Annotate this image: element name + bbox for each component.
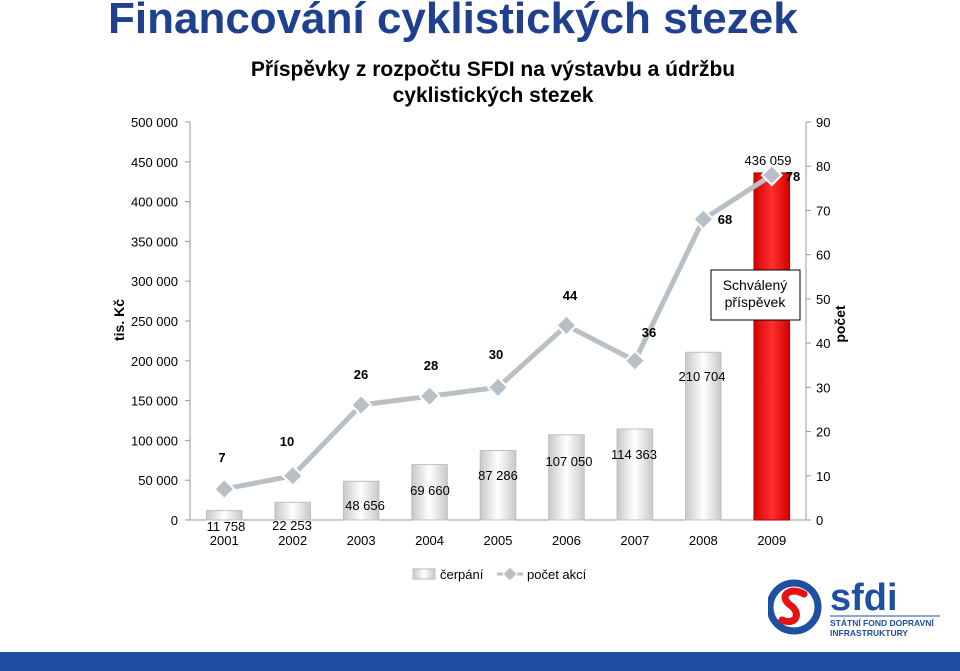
x-tick-label: 2003 [347, 533, 376, 548]
bar-2008 [685, 351, 722, 521]
bar-value-label: 22 253 [272, 518, 312, 533]
y-tick-label: 200 000 [131, 354, 178, 369]
y2-tick-label: 90 [816, 115, 830, 130]
y2-tick-label: 60 [816, 248, 830, 263]
annotation-line-2: příspěvek [725, 294, 787, 310]
y2-tick-label: 70 [816, 203, 830, 218]
x-tick-label: 2008 [689, 533, 718, 548]
y2-tick-label: 30 [816, 380, 830, 395]
y2-tick-label: 40 [816, 336, 830, 351]
bar-value-label: 11 758 [207, 519, 246, 534]
line-value-label: 26 [354, 367, 368, 382]
line-point-2004 [418, 384, 441, 408]
y-tick-label: 400 000 [131, 195, 178, 210]
line-point-2009 [760, 163, 784, 187]
slide-title: Financování cyklistických stezek [108, 0, 798, 43]
logo-subtitle-line-2: INFRASTRUKTURY [830, 628, 908, 638]
annotation-box [710, 269, 801, 321]
x-tick-label: 2002 [278, 533, 307, 548]
y-tick-label: 500 000 [131, 115, 178, 130]
y2-tick-label: 80 [816, 159, 830, 174]
y2-tick-label: 50 [816, 292, 830, 307]
logo-name: sfdi [830, 577, 898, 619]
legend-swatch-marker [502, 566, 518, 582]
logo-subtitle-line-1: STÁTNÍ FOND DOPRAVNÍ [830, 618, 934, 628]
line-value-label: 78 [786, 169, 800, 184]
line-point-2003 [349, 393, 373, 417]
bar-value-label: 114 363 [611, 447, 657, 462]
y-tick-label: 150 000 [131, 394, 178, 409]
line-value-label: 36 [642, 325, 656, 340]
bar-value-label: 87 286 [478, 468, 518, 483]
x-tick-label: 2005 [484, 533, 513, 548]
line-point-2006 [555, 314, 578, 337]
chart-title-line-1: Příspěvky z rozpočtu SFDI na výstavbu a … [251, 58, 735, 81]
line-value-label: 44 [563, 288, 578, 303]
y2-tick-label: 10 [816, 469, 830, 484]
y-tick-label: 100 000 [131, 433, 178, 448]
bar-value-label: 210 704 [679, 369, 726, 384]
sfdi-s-icon [768, 579, 822, 635]
y2-tick-label: 0 [816, 513, 823, 528]
line-point-2002 [281, 464, 304, 488]
bar-2005 [479, 450, 517, 521]
legend-swatch-bar [412, 568, 436, 580]
bar-2002 [274, 501, 311, 521]
footer-bar [0, 652, 960, 671]
bar-2001 [205, 510, 243, 521]
line-value-label: 30 [489, 347, 503, 362]
x-tick-label: 2004 [415, 533, 444, 548]
legend-label-bar: čerpání [440, 567, 484, 582]
legend-label-line: počet akcí [527, 567, 587, 582]
line-point-2007 [623, 349, 647, 373]
annotation-line-1: Schválený [723, 277, 788, 293]
y-tick-label: 0 [171, 513, 178, 528]
y-tick-label: 450 000 [131, 155, 178, 170]
x-tick-label: 2007 [620, 533, 649, 548]
y-tick-label: 50 000 [138, 473, 178, 488]
line-point-2005 [486, 376, 510, 399]
chart-title-line-2: cyklistických stezek [393, 84, 594, 107]
bar-2003 [342, 480, 380, 521]
bar-2007 [616, 428, 654, 521]
line-value-label: 28 [424, 358, 438, 373]
y2-tick-label: 20 [816, 425, 830, 440]
legend: čerpání počet akcí [412, 566, 587, 582]
bar-line-chart: Příspěvky z rozpočtu SFDI na výstavbu a … [111, 58, 848, 582]
bar-2004 [411, 464, 448, 521]
y-tick-label: 350 000 [131, 234, 178, 249]
line-value-label: 10 [280, 434, 294, 449]
x-tick-label: 2006 [552, 533, 581, 548]
annotation-callout: Schválený příspěvek [710, 269, 801, 321]
bar-2006 [548, 434, 585, 521]
y-tick-label: 300 000 [131, 274, 178, 289]
bar-value-label: 69 660 [410, 483, 450, 498]
x-tick-label: 2001 [210, 533, 239, 548]
y-tick-label: 250 000 [131, 314, 178, 329]
line-point-2008 [692, 207, 715, 231]
bar-value-label: 436 059 [745, 153, 792, 168]
line-point-2001 [212, 477, 236, 501]
sfdi-logo: sfdi STÁTNÍ FOND DOPRAVNÍ INFRASTRUKTURY [768, 577, 940, 638]
bar-value-label: 107 050 [546, 454, 593, 469]
line-value-label: 68 [718, 212, 732, 227]
y-axis-label: tis. Kč [111, 299, 127, 341]
bar-value-label: 48 656 [345, 498, 385, 513]
x-tick-label: 2009 [757, 533, 786, 548]
bar-2009 [753, 172, 791, 521]
line-value-label: 7 [218, 450, 225, 465]
y2-axis-label: počet [832, 305, 848, 343]
